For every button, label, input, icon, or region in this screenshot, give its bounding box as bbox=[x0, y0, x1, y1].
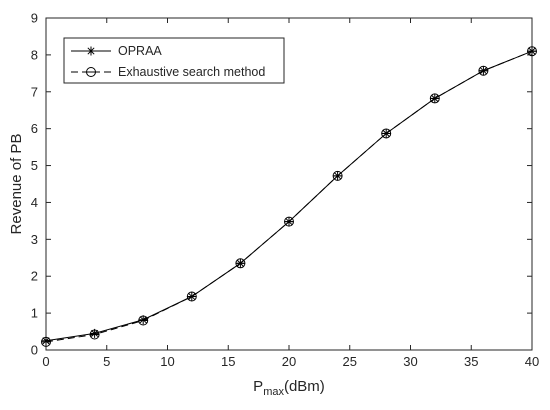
data-point-opraa bbox=[187, 292, 197, 302]
asterisk-stroke bbox=[382, 129, 390, 137]
asterisk-stroke bbox=[139, 316, 147, 324]
asterisk-stroke bbox=[42, 337, 50, 345]
data-point-opraa bbox=[381, 128, 391, 138]
asterisk-stroke bbox=[334, 172, 342, 180]
legend-label-exhaustive: Exhaustive search method bbox=[118, 65, 265, 79]
x-axis-label-unit: (dBm) bbox=[284, 378, 325, 395]
asterisk-stroke bbox=[236, 259, 244, 267]
x-tick-label: 35 bbox=[464, 354, 478, 369]
data-point-opraa bbox=[284, 217, 294, 227]
x-tick-label: 10 bbox=[160, 354, 174, 369]
x-tick-label: 15 bbox=[221, 354, 235, 369]
data-point-opraa bbox=[527, 46, 537, 56]
x-axis-label-subscript: max bbox=[263, 386, 284, 398]
y-tick-label: 1 bbox=[31, 306, 38, 321]
legend-label-opraa: OPRAA bbox=[118, 44, 162, 58]
data-point-opraa bbox=[138, 315, 148, 325]
data-point-opraa bbox=[430, 93, 440, 103]
axis-ticks: 0 5 10 15 20 25 30 35 40 0 1 2 3 4 5 6 7 8 9 bbox=[31, 11, 539, 370]
legend-box bbox=[63, 37, 285, 84]
y-tick-label: 8 bbox=[31, 47, 38, 62]
legend-asterisk-marker bbox=[86, 46, 96, 56]
data-point-opraa bbox=[41, 336, 51, 346]
y-tick-label: 0 bbox=[31, 343, 38, 358]
x-tick-label: 0 bbox=[42, 354, 49, 369]
x-tick-label: 40 bbox=[525, 354, 539, 369]
legend-marker-opraa bbox=[86, 46, 96, 56]
y-tick-label: 5 bbox=[31, 158, 38, 173]
data-point-opraa bbox=[90, 328, 100, 338]
asterisk-stroke bbox=[188, 292, 196, 301]
y-tick-label: 3 bbox=[31, 232, 38, 247]
y-tick-label: 2 bbox=[31, 269, 38, 284]
legend-marker-exhaustive bbox=[86, 67, 96, 77]
x-tick-label: 30 bbox=[403, 354, 417, 369]
data-point-opraa bbox=[333, 171, 343, 181]
legend-circle-marker bbox=[86, 67, 96, 77]
asterisk-stroke bbox=[87, 47, 95, 55]
y-tick-label: 4 bbox=[31, 195, 38, 210]
x-axis-label-main: P bbox=[253, 378, 263, 395]
asterisk-stroke bbox=[431, 94, 439, 102]
data-point-opraa bbox=[235, 258, 245, 268]
data-point-opraa bbox=[478, 66, 488, 76]
asterisk-stroke bbox=[285, 218, 293, 226]
y-axis-label: Revenue of PB bbox=[8, 134, 25, 235]
series-layer bbox=[41, 46, 537, 347]
legend: OPRAA Exhaustive search method bbox=[63, 37, 285, 84]
y-tick-label: 9 bbox=[31, 11, 38, 26]
asterisk-stroke bbox=[479, 67, 487, 75]
asterisk-stroke bbox=[528, 47, 536, 55]
x-tick-label: 20 bbox=[282, 354, 296, 369]
x-tick-label: 5 bbox=[103, 354, 110, 369]
asterisk-stroke bbox=[91, 329, 99, 337]
x-axis-label: Pmax(dBm) bbox=[253, 378, 325, 398]
y-tick-label: 6 bbox=[31, 121, 38, 136]
x-tick-label: 25 bbox=[343, 354, 357, 369]
y-tick-label: 7 bbox=[31, 84, 38, 99]
